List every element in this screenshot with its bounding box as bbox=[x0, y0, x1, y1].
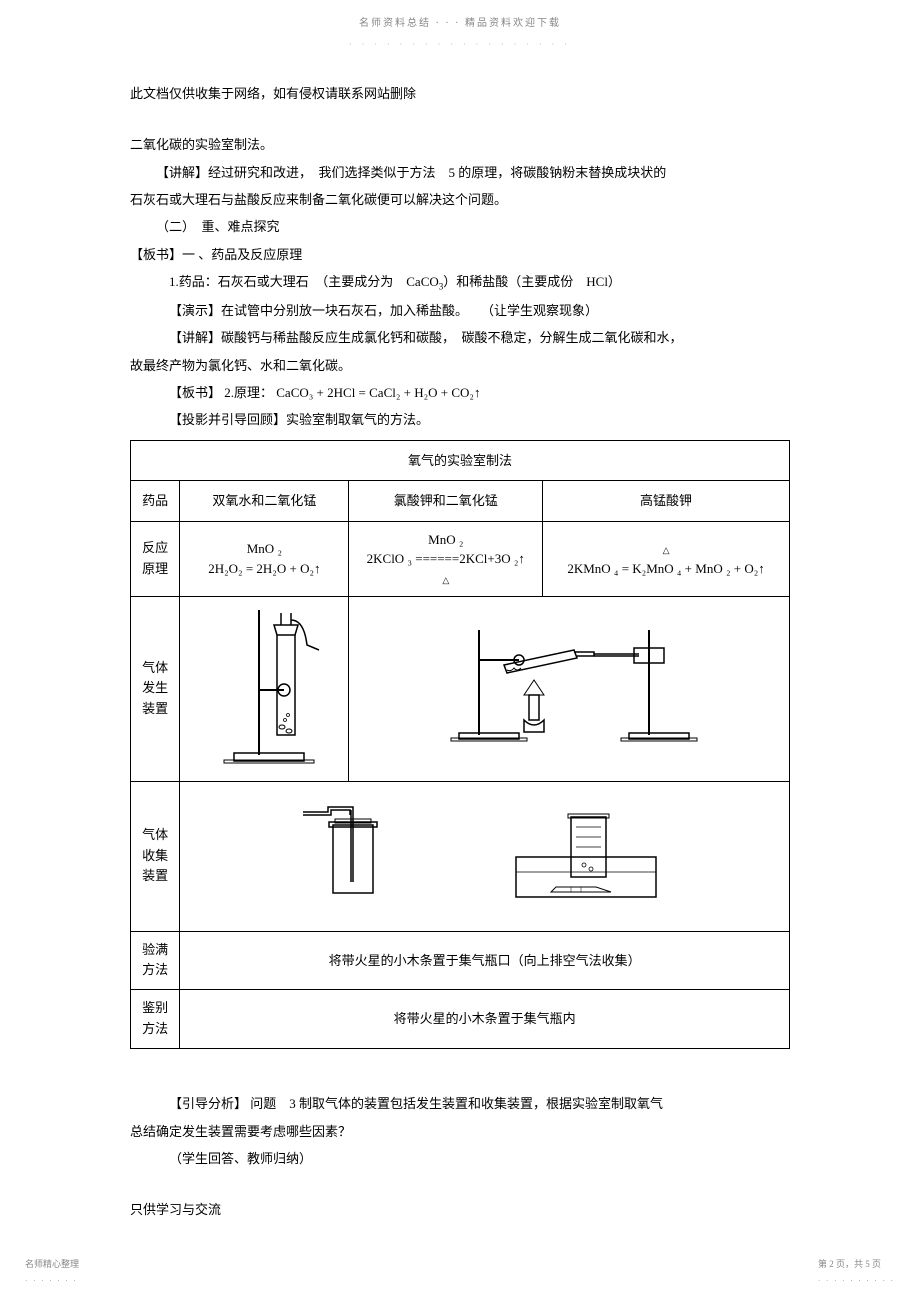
paragraph-footer-note: 只供学习与交流 bbox=[130, 1198, 790, 1221]
row-label-shouji: 气体 收集 装置 bbox=[131, 781, 180, 931]
paragraph-continuation-2: 故最终产物为氯化钙、水和二氧化碳。 bbox=[130, 354, 790, 377]
label-line: 发生 bbox=[142, 680, 168, 695]
cell-formula-3: △ 2KMnO ₄ = K₂MnO ₄ + MnO ₂ + O₂↑ bbox=[543, 521, 790, 597]
footer-dots: · · · · · · · bbox=[25, 1277, 78, 1285]
paragraph-banshu-2: 【板书】 2.原理： CaCO₃ + 2HCl = CaCl₂ + H₂O + … bbox=[130, 381, 790, 404]
cell-yanman-text: 将带火星的小木条置于集气瓶口（向上排空气法收集） bbox=[180, 931, 790, 990]
triangle-symbol: △ bbox=[442, 575, 449, 585]
row-label-yuanli: 反应 原理 bbox=[131, 521, 180, 597]
header-note: 名师资料总结 · · · 精品资料欢迎下载 bbox=[0, 0, 920, 38]
label-line: 验满 bbox=[142, 942, 168, 957]
collection-water-icon bbox=[496, 797, 676, 907]
paragraph-question: 总结确定发生装置需要考虑哪些因素？ bbox=[130, 1120, 790, 1143]
row-label-yanman: 验满 方法 bbox=[131, 931, 180, 990]
cell-apparatus-2 bbox=[349, 597, 790, 781]
cell-formula-2: MnO ₂ 2KClO ₃ ======2KCl+3O ₂↑ △ bbox=[349, 521, 543, 597]
table-title: 氧气的实验室制法 bbox=[131, 440, 790, 480]
footer-page: 第 2 页，共 5 页 bbox=[818, 1259, 881, 1269]
label-line: 气体 bbox=[142, 827, 168, 842]
cell-collection bbox=[180, 781, 790, 931]
apparatus-liquid-icon bbox=[199, 605, 329, 765]
paragraph-jianghe-2: 【讲解】碳酸钙与稀盐酸反应生成氯化钙和碳酸， 碳酸不稳定，分解生成二氧化碳和水， bbox=[130, 326, 790, 349]
footer-right: 第 2 页，共 5 页 · · · · · · · · · · bbox=[818, 1256, 895, 1288]
catalyst-text: MnO ₂ bbox=[428, 532, 463, 547]
footer-text: 名师精心整理 bbox=[25, 1259, 79, 1269]
cell-yaopin-1: 双氧水和二氧化锰 bbox=[180, 481, 349, 521]
formula-text: 2KMnO ₄ = K₂MnO ₄ + MnO ₂ + O₂↑ bbox=[567, 561, 764, 576]
paragraph-title: 二氧化碳的实验室制法。 bbox=[130, 133, 790, 156]
footer-dots: · · · · · · · · · · bbox=[818, 1277, 895, 1285]
apparatus-heating-icon bbox=[429, 620, 709, 750]
paragraph-yaopin: 1.药品：石灰石或大理石 （主要成分为 CaCO3）和稀盐酸（主要成份 HCl） bbox=[130, 270, 790, 295]
footer-left: 名师精心整理 · · · · · · · bbox=[25, 1256, 79, 1288]
label-line: 方法 bbox=[142, 1021, 168, 1036]
cell-formula-1: MnO ₂ 2H₂O₂ = 2H₂O + O₂↑ bbox=[180, 521, 349, 597]
formula-text: 2H₂O₂ = 2H₂O + O₂↑ bbox=[208, 561, 320, 576]
paragraph-yanshi: 【演示】在试管中分别放一块石灰石，加入稀盐酸。 （让学生观察现象） bbox=[130, 299, 790, 322]
label-line: 装置 bbox=[142, 701, 168, 716]
formula-text: 2KClO ₃ ======2KCl+3O ₂↑ bbox=[367, 551, 525, 566]
triangle-symbol: △ bbox=[663, 545, 670, 555]
row-label-jianbie: 鉴别 方法 bbox=[131, 990, 180, 1049]
document-content: 此文档仅供收集于网络，如有侵权请联系网站删除 二氧化碳的实验室制法。 【讲解】经… bbox=[0, 82, 920, 1265]
paragraph-banshu-1: 【板书】一 、药品及反应原理 bbox=[130, 243, 790, 266]
cell-apparatus-1 bbox=[180, 597, 349, 781]
text-fragment: ）和稀盐酸（主要成份 HCl） bbox=[443, 274, 621, 289]
text-fragment: 1.药品：石灰石或大理石 （主要成分为 CaCO bbox=[169, 274, 439, 289]
formula-text: ₃ + 2HCl = CaCl₂ + H₂O + CO₂↑ bbox=[309, 385, 481, 400]
paragraph-section-2: （二） 重、难点探究 bbox=[130, 215, 790, 238]
cell-jianbie-text: 将带火星的小木条置于集气瓶内 bbox=[180, 990, 790, 1049]
label-line: 方法 bbox=[142, 962, 168, 977]
oxygen-method-table: 氧气的实验室制法 药品 双氧水和二氧化锰 氯酸钾和二氧化锰 高锰酸钾 反应 原理… bbox=[130, 440, 790, 1049]
label-line: 原理 bbox=[142, 561, 168, 576]
label-line: 收集 bbox=[142, 848, 168, 863]
paragraph-jianghe-1: 【讲解】经过研究和改进， 我们选择类似于方法 5 的原理，将碳酸钠粉末替换成块状… bbox=[130, 161, 790, 184]
cell-yaopin-2: 氯酸钾和二氧化锰 bbox=[349, 481, 543, 521]
label-line: 鉴别 bbox=[142, 1000, 168, 1015]
collection-air-icon bbox=[293, 797, 413, 907]
row-label-fasheng: 气体 发生 装置 bbox=[131, 597, 180, 781]
paragraph-continuation: 石灰石或大理石与盐酸反应来制备二氧化碳便可以解决这个问题。 bbox=[130, 188, 790, 211]
label-line: 反应 bbox=[142, 540, 168, 555]
paragraph-touying: 【投影并引导回顾】实验室制取氧气的方法。 bbox=[130, 408, 790, 431]
cell-yaopin-3: 高锰酸钾 bbox=[543, 481, 790, 521]
label-line: 装置 bbox=[142, 868, 168, 883]
text-fragment: 【板书】 2.原理： CaCO bbox=[169, 385, 309, 400]
label-line: 气体 bbox=[142, 660, 168, 675]
paragraph-student: （学生回答、教师归纳） bbox=[130, 1147, 790, 1170]
header-dots: · · · · · · · · · · · · · · · · · · bbox=[0, 38, 920, 82]
row-label-yaopin: 药品 bbox=[131, 481, 180, 521]
paragraph-yindao: 【引导分析】 问题 3 制取气体的装置包括发生装置和收集装置，根据实验室制取氧气 bbox=[130, 1092, 790, 1115]
paragraph-disclaimer: 此文档仅供收集于网络，如有侵权请联系网站删除 bbox=[130, 82, 790, 105]
catalyst-text: MnO ₂ bbox=[247, 541, 282, 556]
